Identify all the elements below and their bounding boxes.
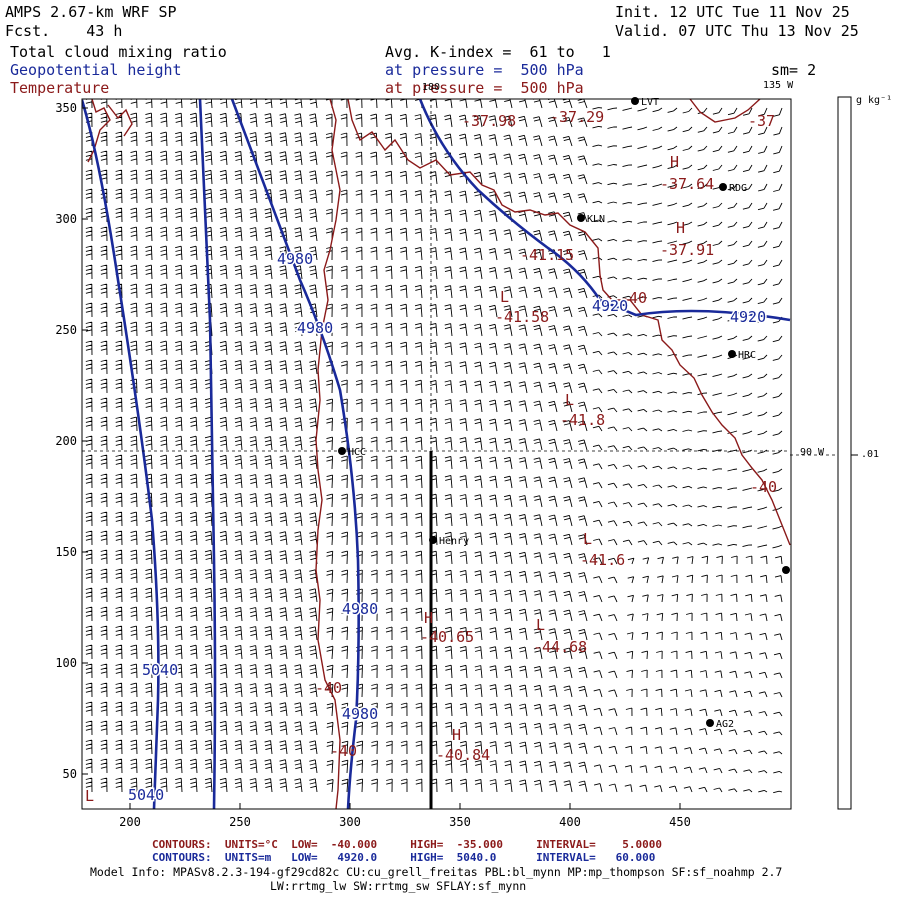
temperature-label: -37.91	[660, 241, 714, 259]
smoothing-label: sm= 2	[771, 61, 817, 79]
extremum-label: H	[670, 153, 679, 171]
temp-contour-info: CONTOURS: UNITS=°C LOW= -40.000 HIGH= -3…	[152, 838, 662, 851]
extremum-label: H	[676, 219, 685, 237]
y-tick-label: 350	[55, 101, 77, 115]
height-label: 4980	[277, 250, 313, 268]
forecast-hour: Fcst. 43 h	[5, 22, 123, 40]
x-tick-label: 300	[339, 815, 361, 829]
x-tick-label: 400	[559, 815, 581, 829]
height-contour-4980	[230, 99, 360, 809]
temperature-label: -41.58	[495, 308, 549, 326]
wind-barb-field	[85, 99, 783, 794]
station-marker	[719, 183, 727, 191]
station-label: Henry	[439, 536, 469, 547]
station-marker	[706, 719, 714, 727]
coastline-east-top	[689, 99, 761, 123]
lon-label-right_top: 135 W	[763, 80, 794, 91]
height-label: 5040	[142, 661, 178, 679]
extremum-label: H	[424, 609, 433, 627]
y-tick-label: 200	[55, 434, 77, 448]
station-label: HRC	[738, 350, 756, 361]
colorbar-unit: g kg⁻¹	[856, 95, 893, 106]
height-label: 4980	[297, 319, 333, 337]
lon-label-right_mid: 90 W	[800, 447, 825, 458]
colorbar	[837, 96, 852, 810]
temperature-label: -37	[748, 112, 775, 130]
station-marker	[728, 350, 736, 358]
pressure-height: at pressure = 500 hPa	[385, 61, 584, 79]
y-tick-label: 300	[55, 212, 77, 226]
y-tick-label: 250	[55, 323, 77, 337]
y-tick-label: 100	[55, 656, 77, 670]
ticks-layer: 200 250 300 350 400 450 350 300 250 200 150 100 50 18…	[55, 80, 825, 829]
height-label: 4980	[342, 705, 378, 723]
extremum-label: H	[452, 726, 461, 744]
y-tick-label: 50	[63, 767, 77, 781]
temperature-label: -44.68	[533, 638, 587, 656]
temperature-label: -41.15	[520, 246, 574, 264]
station-marker	[429, 536, 437, 544]
model-info-1: Model Info: MPASv8.2.3-194-gf29cd82c CU:…	[90, 865, 783, 879]
temperature-label: -41.8	[560, 411, 605, 429]
temperature-label: -37.98	[462, 112, 516, 130]
station-marker	[577, 214, 585, 222]
extremum-label: L	[500, 288, 509, 306]
temperature-label: -40	[750, 478, 777, 496]
height-contour-5040	[82, 99, 160, 809]
height-label: 4980	[342, 600, 378, 618]
field-temperature: Temperature	[10, 79, 110, 97]
field-height: Geopotential height	[10, 61, 182, 79]
colorbar-value: .01	[861, 449, 880, 460]
x-tick-label: 450	[669, 815, 691, 829]
station-marker	[782, 566, 790, 574]
x-tick-label: 200	[119, 815, 141, 829]
station-label: KLN	[587, 214, 605, 225]
extremum-label: L	[85, 787, 94, 805]
init-time: Init. 12 UTC Tue 11 Nov 25	[615, 3, 850, 21]
model-info-2: LW:rrtmg_lw SW:rrtmg_sw SFLAY:sf_mynn	[270, 879, 527, 893]
height-contour-5040-b	[198, 99, 217, 809]
wind-barbs	[85, 99, 783, 794]
temperature-label: -40.84	[436, 746, 490, 764]
height-label: 4920	[592, 297, 628, 315]
temperature-label: -40	[330, 742, 357, 760]
field-cloud: Total cloud mixing ratio	[10, 43, 227, 61]
temperature-label: -37.29	[550, 108, 604, 126]
lon-label-top: 180	[422, 82, 440, 93]
temperature-label: -40.65	[420, 628, 474, 646]
labels-layer: -37.98 -37.29 -37 -37.64 -37.91 -41.15 -40 -41.…	[85, 108, 777, 806]
plot-frame	[81, 98, 792, 810]
station-marker	[631, 97, 639, 105]
temperature-label: -41.6	[580, 551, 625, 569]
y-tick-label: 150	[55, 545, 77, 559]
station-label: HCC	[348, 447, 366, 458]
coastline-ross-ice-shelf	[347, 99, 791, 546]
height-contour-4920	[418, 99, 791, 322]
station-label: RDG	[729, 183, 747, 194]
temperature-label: -40	[315, 679, 342, 697]
station-label: LVT	[641, 97, 659, 108]
height-label: 4920	[730, 308, 766, 326]
extremum-label: L	[536, 616, 545, 634]
extremum-label: L	[565, 391, 574, 409]
station-label: AG2	[716, 719, 734, 730]
stations-layer: LVT RDG KLN HRC HCC Henry AG2	[338, 97, 790, 730]
pressure-temperature: at pressure = 500 hPa	[385, 79, 584, 97]
height-label: 5040	[128, 786, 164, 804]
valid-time: Valid. 07 UTC Thu 13 Nov 25	[615, 22, 859, 40]
extremum-label: L	[583, 530, 592, 548]
temperature-label: -37.64	[660, 175, 714, 193]
temperature-label: -40	[620, 289, 647, 307]
model-title: AMPS 2.67-km WRF SP	[5, 3, 177, 21]
station-marker	[338, 447, 346, 455]
height-contour-info: CONTOURS: UNITS=m LOW= 4920.0 HIGH= 5040…	[152, 851, 656, 864]
x-tick-label: 350	[449, 815, 471, 829]
k-index-range: Avg. K-index = 61 to 1	[385, 43, 611, 61]
x-tick-label: 250	[229, 815, 251, 829]
